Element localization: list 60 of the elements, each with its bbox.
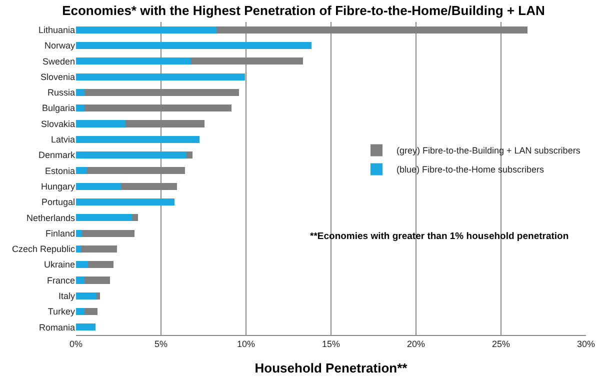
bar — [76, 152, 186, 159]
x-tick-label: 0% — [69, 338, 83, 349]
y-tick-label: Estonia — [44, 166, 75, 176]
y-tick-label: Portugal — [41, 197, 75, 208]
bar — [84, 276, 110, 284]
y-tick-label: Latvia — [50, 134, 75, 145]
y-tick-label: Denmark — [38, 150, 76, 160]
y-tick-label: Czech Republic — [12, 244, 76, 254]
y-tick-label: Slovenia — [40, 72, 75, 82]
legend-label: (blue) Fibre-to-the-Home subscribers — [396, 164, 545, 175]
y-tick-label: Sweden — [42, 56, 75, 66]
bar — [82, 230, 135, 237]
bar — [76, 167, 88, 174]
chart-title: Economies* with the Highest Penetration of Fibre-to-the-Home/Building + LAN — [62, 2, 545, 18]
bar — [88, 261, 114, 268]
x-tick-label: 20% — [406, 338, 426, 349]
x-tick-label: 25% — [492, 338, 510, 349]
y-tick-label: Bulgaria — [42, 103, 75, 114]
x-tick-label: 10% — [236, 338, 256, 349]
bar — [76, 198, 175, 206]
bar — [76, 73, 246, 80]
annotation: **Economies with greater than 1% household penetration — [310, 231, 569, 242]
bar — [81, 245, 117, 252]
y-tick-label: Romania — [38, 322, 75, 332]
bar — [76, 136, 200, 143]
x-axis-title: Household Penetration** — [254, 360, 408, 376]
bar — [76, 182, 122, 190]
bar — [84, 308, 98, 316]
bar — [76, 276, 84, 284]
y-tick-label: Ukraine — [44, 260, 75, 270]
bar — [76, 245, 82, 252]
y-tick-label: Turkey — [48, 306, 76, 317]
bar — [76, 120, 126, 128]
y-tick-label: Netherlands — [26, 212, 76, 223]
y-tick-label: Russia — [47, 88, 75, 98]
bar — [186, 152, 192, 159]
bar — [96, 292, 100, 300]
bar — [76, 308, 84, 316]
bar — [132, 214, 138, 222]
bar — [76, 88, 84, 96]
y-tick-label: France — [46, 275, 75, 286]
bar — [76, 104, 84, 112]
bar — [76, 261, 88, 268]
bar — [76, 214, 132, 222]
y-tick-label: Italy — [58, 291, 76, 302]
x-tick-label: 5% — [154, 338, 168, 349]
legend-label: (grey) Fibre-to-the-Building + LAN subscribers — [396, 146, 581, 156]
y-tick-label: Lithuania — [38, 24, 75, 35]
y-tick-label: Norway — [44, 40, 76, 51]
bar — [76, 26, 216, 34]
bar — [76, 58, 191, 65]
x-tick-label: 15% — [322, 338, 340, 349]
bar — [76, 42, 312, 49]
bar — [76, 230, 82, 237]
x-tick-label: 30% — [576, 338, 596, 349]
y-tick-label: Finland — [45, 228, 75, 238]
bar — [76, 292, 96, 300]
bar — [76, 324, 96, 331]
y-tick-label: Slovakia — [40, 118, 75, 129]
y-tick-label: Hungary — [40, 181, 76, 192]
